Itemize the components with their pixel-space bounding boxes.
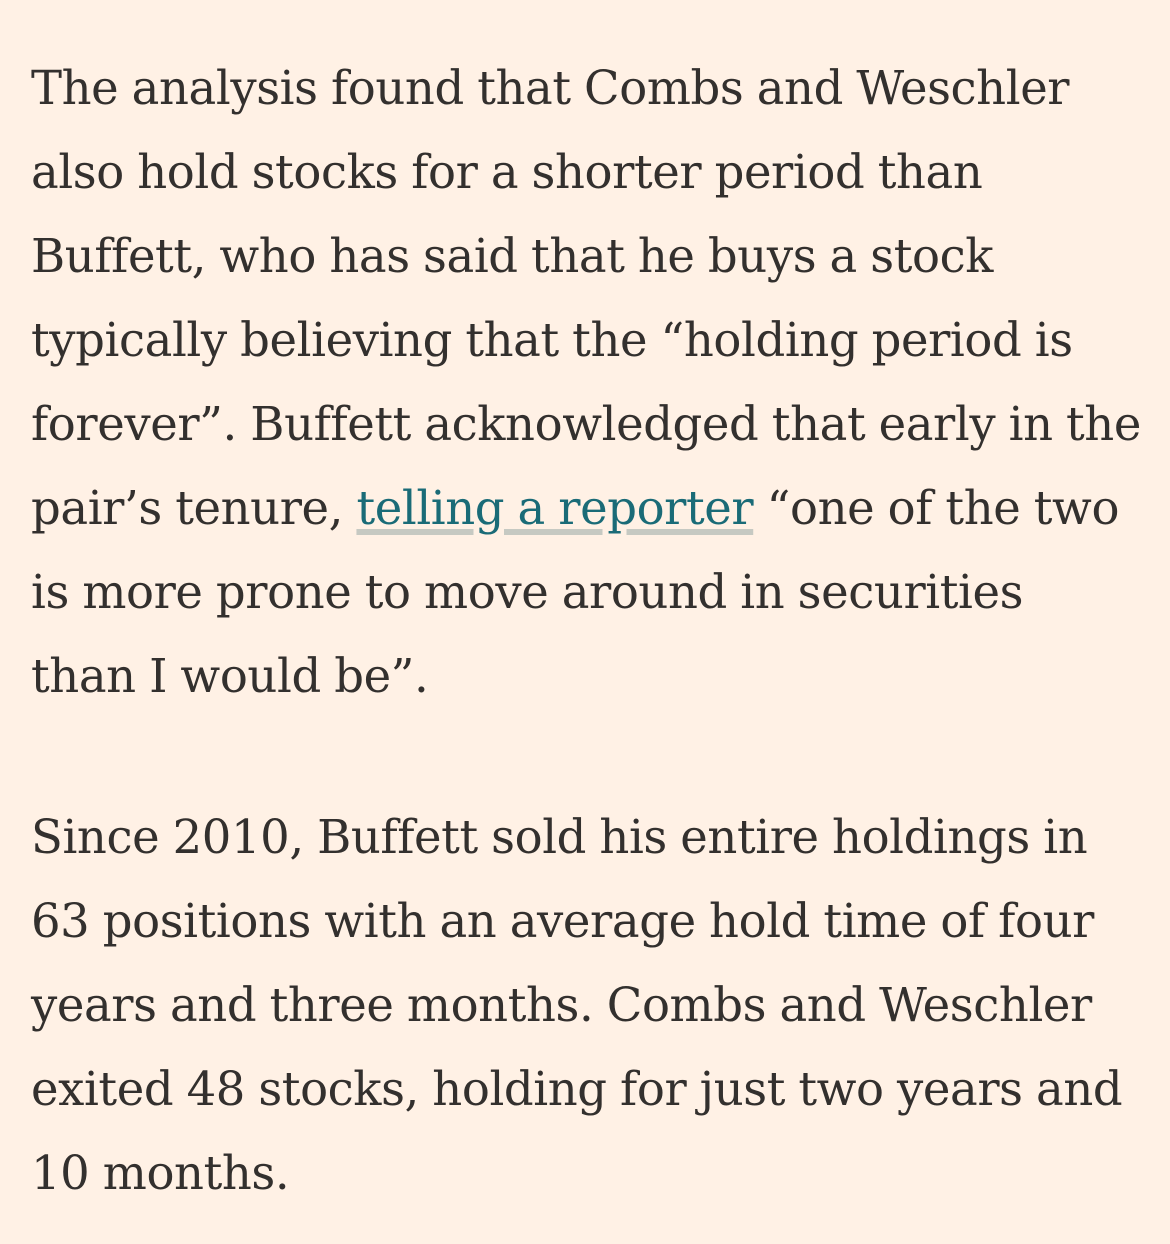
article-body: The analysis found that Combs and Weschl… [31, 46, 1141, 1215]
paragraph-1-text-before-link: The analysis found that Combs and Weschl… [31, 61, 1141, 535]
article-paragraph-1: The analysis found that Combs and Weschl… [31, 46, 1141, 718]
article-paragraph-2: Since 2010, Buffett sold his entire hold… [31, 810, 1123, 1200]
paragraph-1-text-after-link: “one of the two is more prone to move ar… [31, 481, 1120, 703]
telling-a-reporter-link[interactable]: telling a reporter [356, 481, 754, 535]
